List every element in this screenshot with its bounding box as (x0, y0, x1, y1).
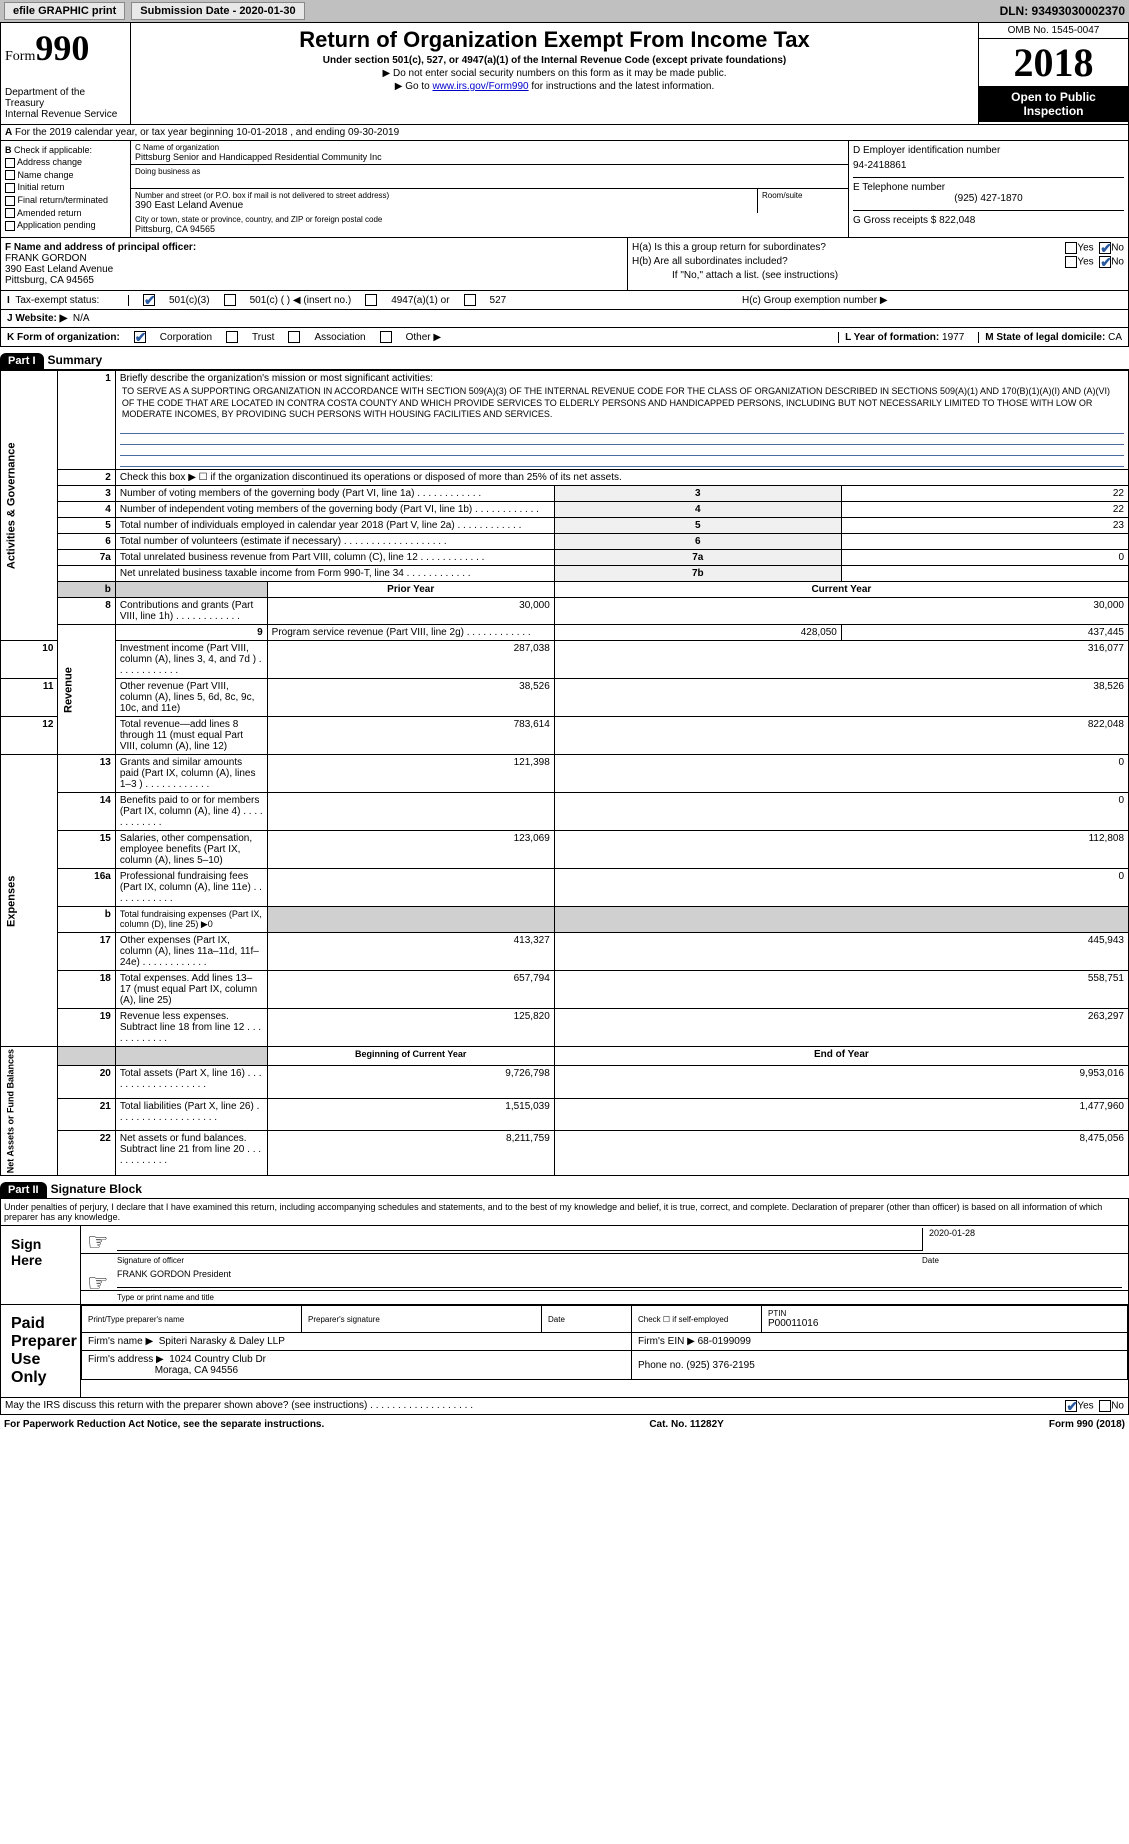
gross-receipts: 822,048 (939, 215, 975, 226)
irs-link[interactable]: www.irs.gov/Form990 (432, 81, 528, 92)
sign-date: 2020-01-28 (922, 1228, 1122, 1251)
open-public-badge: Open to Public Inspection (979, 86, 1128, 122)
penalties-text: Under penalties of perjury, I declare th… (0, 1199, 1129, 1226)
vlabel-governance: Activities & Governance (1, 371, 58, 641)
part-2-header: Part IISignature Block (0, 1182, 1129, 1199)
discuss-row: May the IRS discuss this return with the… (0, 1398, 1129, 1415)
paid-preparer-block: Paid Preparer Use Only Print/Type prepar… (0, 1305, 1129, 1398)
phone: (925) 427-1870 (853, 193, 1124, 204)
col-b-checkboxes: B Check if applicable: Address change Na… (1, 141, 131, 237)
section-b-c-d: B Check if applicable: Address change Na… (0, 141, 1129, 238)
org-name: Pittsburg Senior and Handicapped Residen… (135, 152, 844, 162)
form-number: Form990 (5, 27, 126, 69)
form-subtitle: Under section 501(c), 527, or 4947(a)(1)… (135, 55, 974, 66)
row-k-org-form: K Form of organization: Corporation Trus… (0, 328, 1129, 347)
row-a: A For the 2019 calendar year, or tax yea… (0, 125, 1129, 141)
firm-name: Spiteri Narasky & Daley LLP (159, 1336, 285, 1347)
subdate-button[interactable]: Submission Date - 2020-01-30 (131, 2, 304, 20)
instruction-2: ▶ Go to www.irs.gov/Form990 for instruct… (135, 81, 974, 92)
omb-number: OMB No. 1545-0047 (979, 23, 1128, 39)
vlabel-revenue: Revenue (58, 625, 115, 755)
topbar: efile GRAPHIC print Submission Date - 20… (0, 0, 1129, 22)
org-address: 390 East Leland Avenue (135, 200, 753, 211)
row-f-h: F Name and address of principal officer:… (0, 238, 1129, 291)
row-i-tax-status: I Tax-exempt status: 501(c)(3) 501(c) ( … (0, 291, 1129, 310)
ein: 94-2418861 (853, 160, 1124, 171)
officer-sig-name: FRANK GORDON President (117, 1269, 1122, 1288)
part-1-header: Part ISummary (0, 353, 1129, 370)
efile-button[interactable]: efile GRAPHIC print (4, 2, 125, 20)
dln: DLN: 93493030002370 (1000, 4, 1125, 18)
dept-label: Department of the Treasury Internal Reve… (5, 87, 126, 120)
row-j-website: J Website: ▶ N/A (0, 310, 1129, 328)
form-title: Return of Organization Exempt From Incom… (135, 27, 974, 53)
firm-ein: 68-0199099 (698, 1336, 751, 1347)
officer-name: FRANK GORDON (5, 253, 623, 264)
mission-text: TO SERVE AS A SUPPORTING ORGANIZATION IN… (120, 384, 1124, 423)
org-city: Pittsburg, CA 94565 (135, 224, 844, 234)
vlabel-expenses: Expenses (1, 755, 58, 1047)
instruction-1: ▶ Do not enter social security numbers o… (135, 68, 974, 79)
form-header: Form990 Department of the Treasury Inter… (0, 22, 1129, 125)
page-footer: For Paperwork Reduction Act Notice, see … (0, 1415, 1129, 1434)
vlabel-net-assets: Net Assets or Fund Balances (1, 1047, 58, 1176)
firm-phone: (925) 376-2195 (686, 1360, 754, 1371)
col-c-org-info: C Name of organization Pittsburg Senior … (131, 141, 848, 237)
col-d-e-g: D Employer identification number94-24188… (848, 141, 1128, 237)
tax-year: 2018 (979, 39, 1128, 86)
ptin: P00011016 (768, 1318, 1121, 1329)
sign-here-block: Sign Here ☞ 2020-01-28 Signature of offi… (0, 1226, 1129, 1305)
summary-table: Activities & Governance 1 Briefly descri… (0, 370, 1129, 1176)
